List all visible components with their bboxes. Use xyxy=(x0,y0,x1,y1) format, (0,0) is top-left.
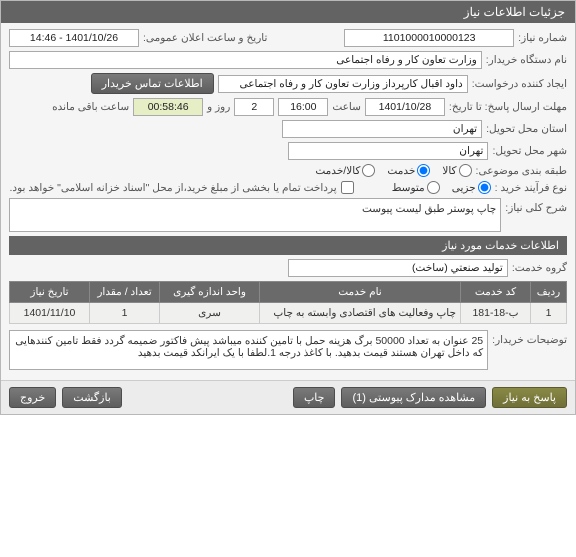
bottom-toolbar: پاسخ به نیاز مشاهده مدارک پیوستی (1) چاپ… xyxy=(1,380,575,414)
th-date: تاریخ نیاز xyxy=(10,282,90,303)
items-table: ردیف کد خدمت نام خدمت واحد اندازه گیری ت… xyxy=(9,281,567,324)
radio-goods[interactable] xyxy=(459,164,472,177)
category-radio-group: کالا خدمت کالا/خدمت xyxy=(305,164,471,177)
deadline-date: 1401/10/28 xyxy=(365,98,445,116)
buyer-value: وزارت تعاون کار و رفاه اجتماعی xyxy=(9,51,482,69)
radio-medium-label: متوسط xyxy=(392,182,425,194)
main-panel: جزئیات اطلاعات نیاز شماره نیاز: 11010000… xyxy=(0,0,576,415)
need-no-value: 1101000010000123 xyxy=(344,29,514,47)
td-date: 1401/11/10 xyxy=(10,303,90,324)
payment-note: پرداخت تمام یا بخشی از مبلغ خرید،از محل … xyxy=(10,182,337,194)
row-general-desc: شرح کلی نیاز: چاپ پوستر طبق لیست پیوست xyxy=(9,198,567,232)
process-radio-group: جزیی متوسط xyxy=(382,181,491,194)
th-row: ردیف xyxy=(531,282,567,303)
reply-button[interactable]: پاسخ به نیاز xyxy=(492,387,567,408)
buyer-note-label: توضیحات خریدار: xyxy=(492,330,567,346)
table-header-row: ردیف کد خدمت نام خدمت واحد اندازه گیری ت… xyxy=(10,282,567,303)
service-group-value: توليد صنعتي (ساخت) xyxy=(288,259,508,277)
announce-label: تاریخ و ساعت اعلان عمومی: xyxy=(143,32,267,44)
back-button[interactable]: بازگشت xyxy=(62,387,122,408)
radio-goods-service-label: کالا/خدمت xyxy=(315,165,360,177)
category-label: طبقه بندی موضوعی: xyxy=(476,165,567,177)
deadline-time: 16:00 xyxy=(278,98,328,116)
td-code: ب-18-181 xyxy=(461,303,531,324)
radio-medium[interactable] xyxy=(427,181,440,194)
radio-small[interactable] xyxy=(478,181,491,194)
row-category: طبقه بندی موضوعی: کالا خدمت کالا/خدمت xyxy=(9,164,567,177)
td-qty: 1 xyxy=(90,303,160,324)
td-row: 1 xyxy=(531,303,567,324)
th-code: کد خدمت xyxy=(461,282,531,303)
general-desc-value: چاپ پوستر طبق لیست پیوست xyxy=(9,198,501,232)
th-unit: واحد اندازه گیری xyxy=(160,282,260,303)
row-need-no: شماره نیاز: 1101000010000123 تاریخ و ساع… xyxy=(9,29,567,47)
city-value: تهران xyxy=(288,142,488,160)
deadline-label: مهلت ارسال پاسخ: تا تاریخ: xyxy=(449,101,567,113)
time-label: ساعت xyxy=(332,101,361,113)
days-value: 2 xyxy=(234,98,274,116)
td-unit: سری xyxy=(160,303,260,324)
row-city: شهر محل تحویل: تهران xyxy=(9,142,567,160)
radio-goods-service[interactable] xyxy=(362,164,375,177)
service-group-label: گروه خدمت: xyxy=(512,262,567,274)
row-buyer-note: توضیحات خریدار: 25 عنوان به تعداد 50000 … xyxy=(9,330,567,370)
row-buyer: نام دستگاه خریدار: وزارت تعاون کار و رفا… xyxy=(9,51,567,69)
remaining-label: ساعت باقی مانده xyxy=(52,101,129,113)
radio-small-label: جزیی xyxy=(452,182,476,194)
th-name: نام خدمت xyxy=(260,282,461,303)
panel-header: جزئیات اطلاعات نیاز xyxy=(1,1,575,23)
radio-service-label: خدمت xyxy=(387,165,415,177)
exit-button[interactable]: خروج xyxy=(9,387,56,408)
creator-label: ایجاد کننده درخواست: xyxy=(472,78,567,90)
row-service-group: گروه خدمت: توليد صنعتي (ساخت) xyxy=(9,259,567,277)
remaining-time: 00:58:46 xyxy=(133,98,203,116)
items-sub-header: اطلاعات خدمات مورد نیاز xyxy=(9,236,567,255)
row-creator: ایجاد کننده درخواست: داود اقبال کارپرداز… xyxy=(9,73,567,94)
need-no-label: شماره نیاز: xyxy=(518,32,567,44)
general-desc-label: شرح کلی نیاز: xyxy=(505,198,567,214)
payment-checkbox[interactable] xyxy=(341,181,354,194)
buyer-note-value: 25 عنوان به تعداد 50000 برگ هزینه حمل با… xyxy=(9,330,488,370)
table-row: 1 ب-18-181 چاپ وفعالیت های اقتصادی وابست… xyxy=(10,303,567,324)
panel-title: جزئیات اطلاعات نیاز xyxy=(464,5,565,19)
row-province: استان محل تحویل: تهران xyxy=(9,120,567,138)
process-label: نوع فرآیند خرید : xyxy=(495,182,567,194)
row-deadline: مهلت ارسال پاسخ: تا تاریخ: 1401/10/28 سا… xyxy=(9,98,567,116)
payment-checkbox-wrap: پرداخت تمام یا بخشی از مبلغ خرید،از محل … xyxy=(10,181,354,194)
province-label: استان محل تحویل: xyxy=(486,123,567,135)
attachments-button[interactable]: مشاهده مدارک پیوستی (1) xyxy=(341,387,486,408)
print-button[interactable]: چاپ xyxy=(293,387,336,408)
buyer-label: نام دستگاه خریدار: xyxy=(486,54,567,66)
row-process: نوع فرآیند خرید : جزیی متوسط پرداخت تمام… xyxy=(9,181,567,194)
days-label: روز و xyxy=(207,101,230,113)
city-label: شهر محل تحویل: xyxy=(492,145,567,157)
radio-service[interactable] xyxy=(417,164,430,177)
contact-info-button[interactable]: اطلاعات تماس خریدار xyxy=(91,73,214,94)
announce-value: 1401/10/26 - 14:46 xyxy=(9,29,139,47)
province-value: تهران xyxy=(282,120,482,138)
panel-body: شماره نیاز: 1101000010000123 تاریخ و ساع… xyxy=(1,23,575,380)
td-name: چاپ وفعالیت های اقتصادی وابسته به چاپ xyxy=(260,303,461,324)
creator-value: داود اقبال کارپرداز وزارت تعاون کار و رف… xyxy=(218,75,468,93)
th-qty: تعداد / مقدار xyxy=(90,282,160,303)
radio-goods-label: کالا xyxy=(442,165,456,177)
